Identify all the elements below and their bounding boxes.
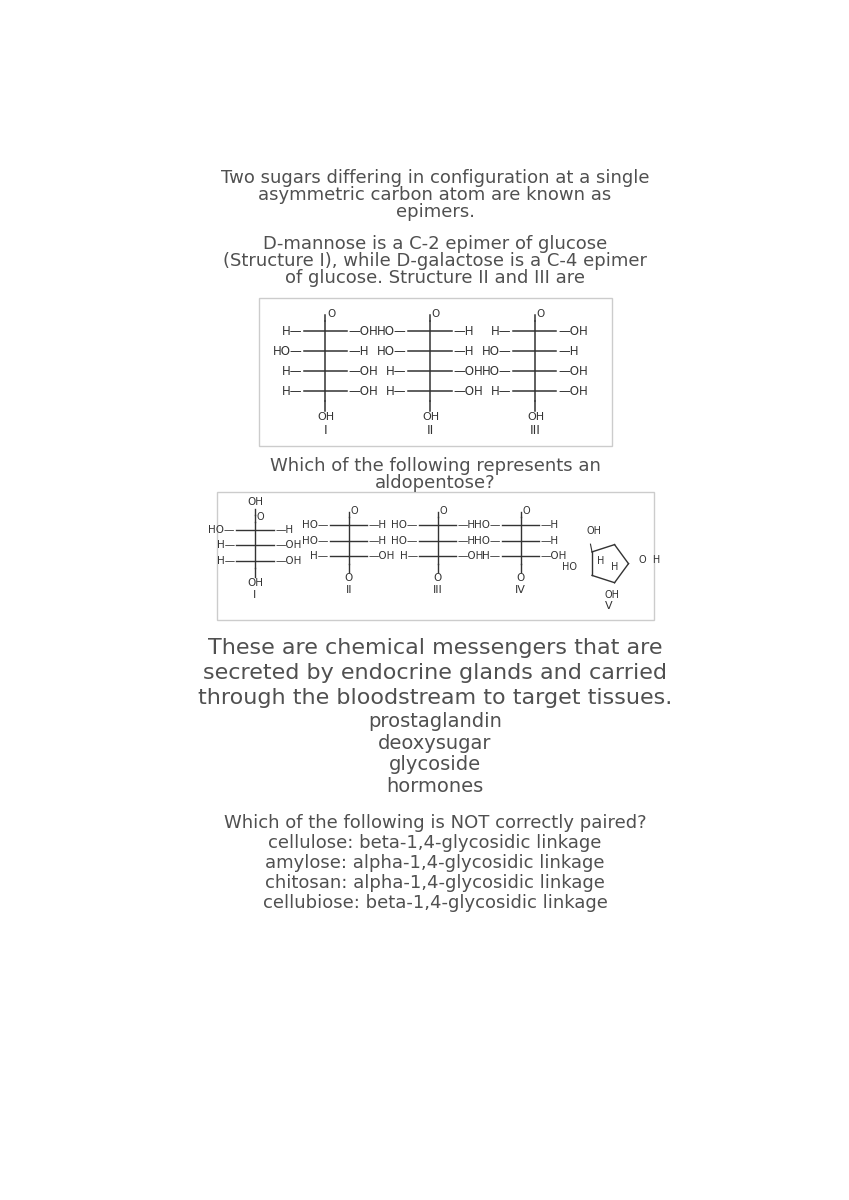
Text: —H: —H <box>368 520 387 530</box>
Text: II: II <box>346 586 352 595</box>
Text: OH: OH <box>604 590 620 600</box>
Text: OH: OH <box>247 577 263 588</box>
Text: H—: H— <box>216 540 235 550</box>
Bar <box>259 298 612 446</box>
Text: deoxysugar: deoxysugar <box>379 734 492 752</box>
Text: O: O <box>256 511 264 522</box>
Text: H—: H— <box>282 385 302 397</box>
Text: III: III <box>529 425 540 437</box>
Text: HO—: HO— <box>273 344 302 358</box>
Text: HO—: HO— <box>302 535 329 546</box>
Text: O: O <box>345 572 353 583</box>
Text: These are chemical messengers that are: These are chemical messengers that are <box>208 638 662 659</box>
Text: H: H <box>597 557 604 566</box>
Text: O: O <box>351 506 358 516</box>
Text: V: V <box>604 601 612 611</box>
Text: HO—: HO— <box>481 344 511 358</box>
Text: —OH: —OH <box>349 385 379 397</box>
Text: through the bloodstream to target tissues.: through the bloodstream to target tissue… <box>198 688 672 708</box>
Text: —OH: —OH <box>558 365 588 378</box>
Text: D-mannose is a C-2 epimer of glucose: D-mannose is a C-2 epimer of glucose <box>263 235 607 253</box>
Text: O  H: O H <box>639 554 661 565</box>
Text: OH: OH <box>422 412 440 422</box>
Text: —OH: —OH <box>541 551 567 560</box>
Text: —H: —H <box>275 524 293 535</box>
Text: HO—: HO— <box>208 524 235 535</box>
Text: H—: H— <box>491 385 511 397</box>
Text: amylose: alpha-1,4-glycosidic linkage: amylose: alpha-1,4-glycosidic linkage <box>266 854 604 872</box>
Text: Two sugars differing in configuration at a single: Two sugars differing in configuration at… <box>221 169 649 187</box>
Text: HO—: HO— <box>475 520 501 530</box>
Text: glycoside: glycoside <box>389 755 481 774</box>
Text: —OH: —OH <box>453 365 483 378</box>
Text: —OH: —OH <box>275 556 301 565</box>
Text: HO: HO <box>562 563 577 572</box>
Text: chitosan: alpha-1,4-glycosidic linkage: chitosan: alpha-1,4-glycosidic linkage <box>265 874 605 892</box>
Text: —OH: —OH <box>349 365 379 378</box>
Text: —H: —H <box>541 535 559 546</box>
Text: H—: H— <box>386 365 407 378</box>
Text: prostaglandin: prostaglandin <box>368 713 502 731</box>
Text: I: I <box>323 425 327 437</box>
Text: H—: H— <box>282 325 302 337</box>
Text: H—: H— <box>216 556 235 565</box>
Text: Which of the following represents an: Which of the following represents an <box>270 457 600 475</box>
Text: HO—: HO— <box>391 520 418 530</box>
Text: H—: H— <box>482 551 501 560</box>
Text: II: II <box>426 425 434 437</box>
Text: H—: H— <box>386 385 407 397</box>
Text: H—: H— <box>311 551 329 560</box>
Text: —H: —H <box>453 325 474 337</box>
Text: HO—: HO— <box>377 344 407 358</box>
Text: O: O <box>440 506 447 516</box>
Text: IV: IV <box>515 586 526 595</box>
Text: O: O <box>431 310 440 319</box>
Text: —H: —H <box>453 344 474 358</box>
Text: —H: —H <box>349 344 369 358</box>
Text: III: III <box>433 586 442 595</box>
Text: O: O <box>517 572 525 583</box>
Text: hormones: hormones <box>386 776 484 796</box>
Text: —H: —H <box>368 535 387 546</box>
Text: HO—: HO— <box>302 520 329 530</box>
Text: —H: —H <box>458 520 476 530</box>
Text: HO—: HO— <box>481 365 511 378</box>
Text: OH: OH <box>587 526 602 536</box>
Text: H—: H— <box>400 551 418 560</box>
Text: OH: OH <box>247 498 263 508</box>
Text: —OH: —OH <box>558 385 588 397</box>
Text: I: I <box>253 590 256 600</box>
Text: —H: —H <box>458 535 476 546</box>
Text: O: O <box>537 310 544 319</box>
Text: asymmetric carbon atom are known as: asymmetric carbon atom are known as <box>258 186 612 204</box>
Text: —OH: —OH <box>368 551 396 560</box>
Text: H—: H— <box>491 325 511 337</box>
Text: cellubiose: beta-1,4-glycosidic linkage: cellubiose: beta-1,4-glycosidic linkage <box>262 894 608 912</box>
Text: H: H <box>610 563 618 572</box>
Text: O: O <box>327 310 335 319</box>
Text: —H: —H <box>541 520 559 530</box>
Text: HO—: HO— <box>391 535 418 546</box>
Text: cellulose: beta-1,4-glycosidic linkage: cellulose: beta-1,4-glycosidic linkage <box>268 834 602 852</box>
Text: —OH: —OH <box>558 325 588 337</box>
Text: O: O <box>522 506 530 516</box>
Text: O: O <box>434 572 442 583</box>
Text: —H: —H <box>558 344 578 358</box>
Text: secreted by endocrine glands and carried: secreted by endocrine glands and carried <box>203 662 667 683</box>
Text: HO—: HO— <box>377 325 407 337</box>
Text: Which of the following is NOT correctly paired?: Which of the following is NOT correctly … <box>224 814 646 832</box>
Text: (Structure I), while D-galactose is a C-4 epimer: (Structure I), while D-galactose is a C-… <box>223 252 647 270</box>
Text: H—: H— <box>282 365 302 378</box>
Text: OH: OH <box>527 412 544 422</box>
Bar <box>217 492 654 620</box>
Text: of glucose. Structure II and III are: of glucose. Structure II and III are <box>285 269 585 287</box>
Text: —OH: —OH <box>275 540 301 550</box>
Text: OH: OH <box>318 412 335 422</box>
Text: —OH: —OH <box>453 385 483 397</box>
Text: aldopentose?: aldopentose? <box>374 474 496 492</box>
Text: —OH: —OH <box>458 551 484 560</box>
Text: HO—: HO— <box>475 535 501 546</box>
Text: epimers.: epimers. <box>396 203 475 221</box>
Text: —OH: —OH <box>349 325 379 337</box>
